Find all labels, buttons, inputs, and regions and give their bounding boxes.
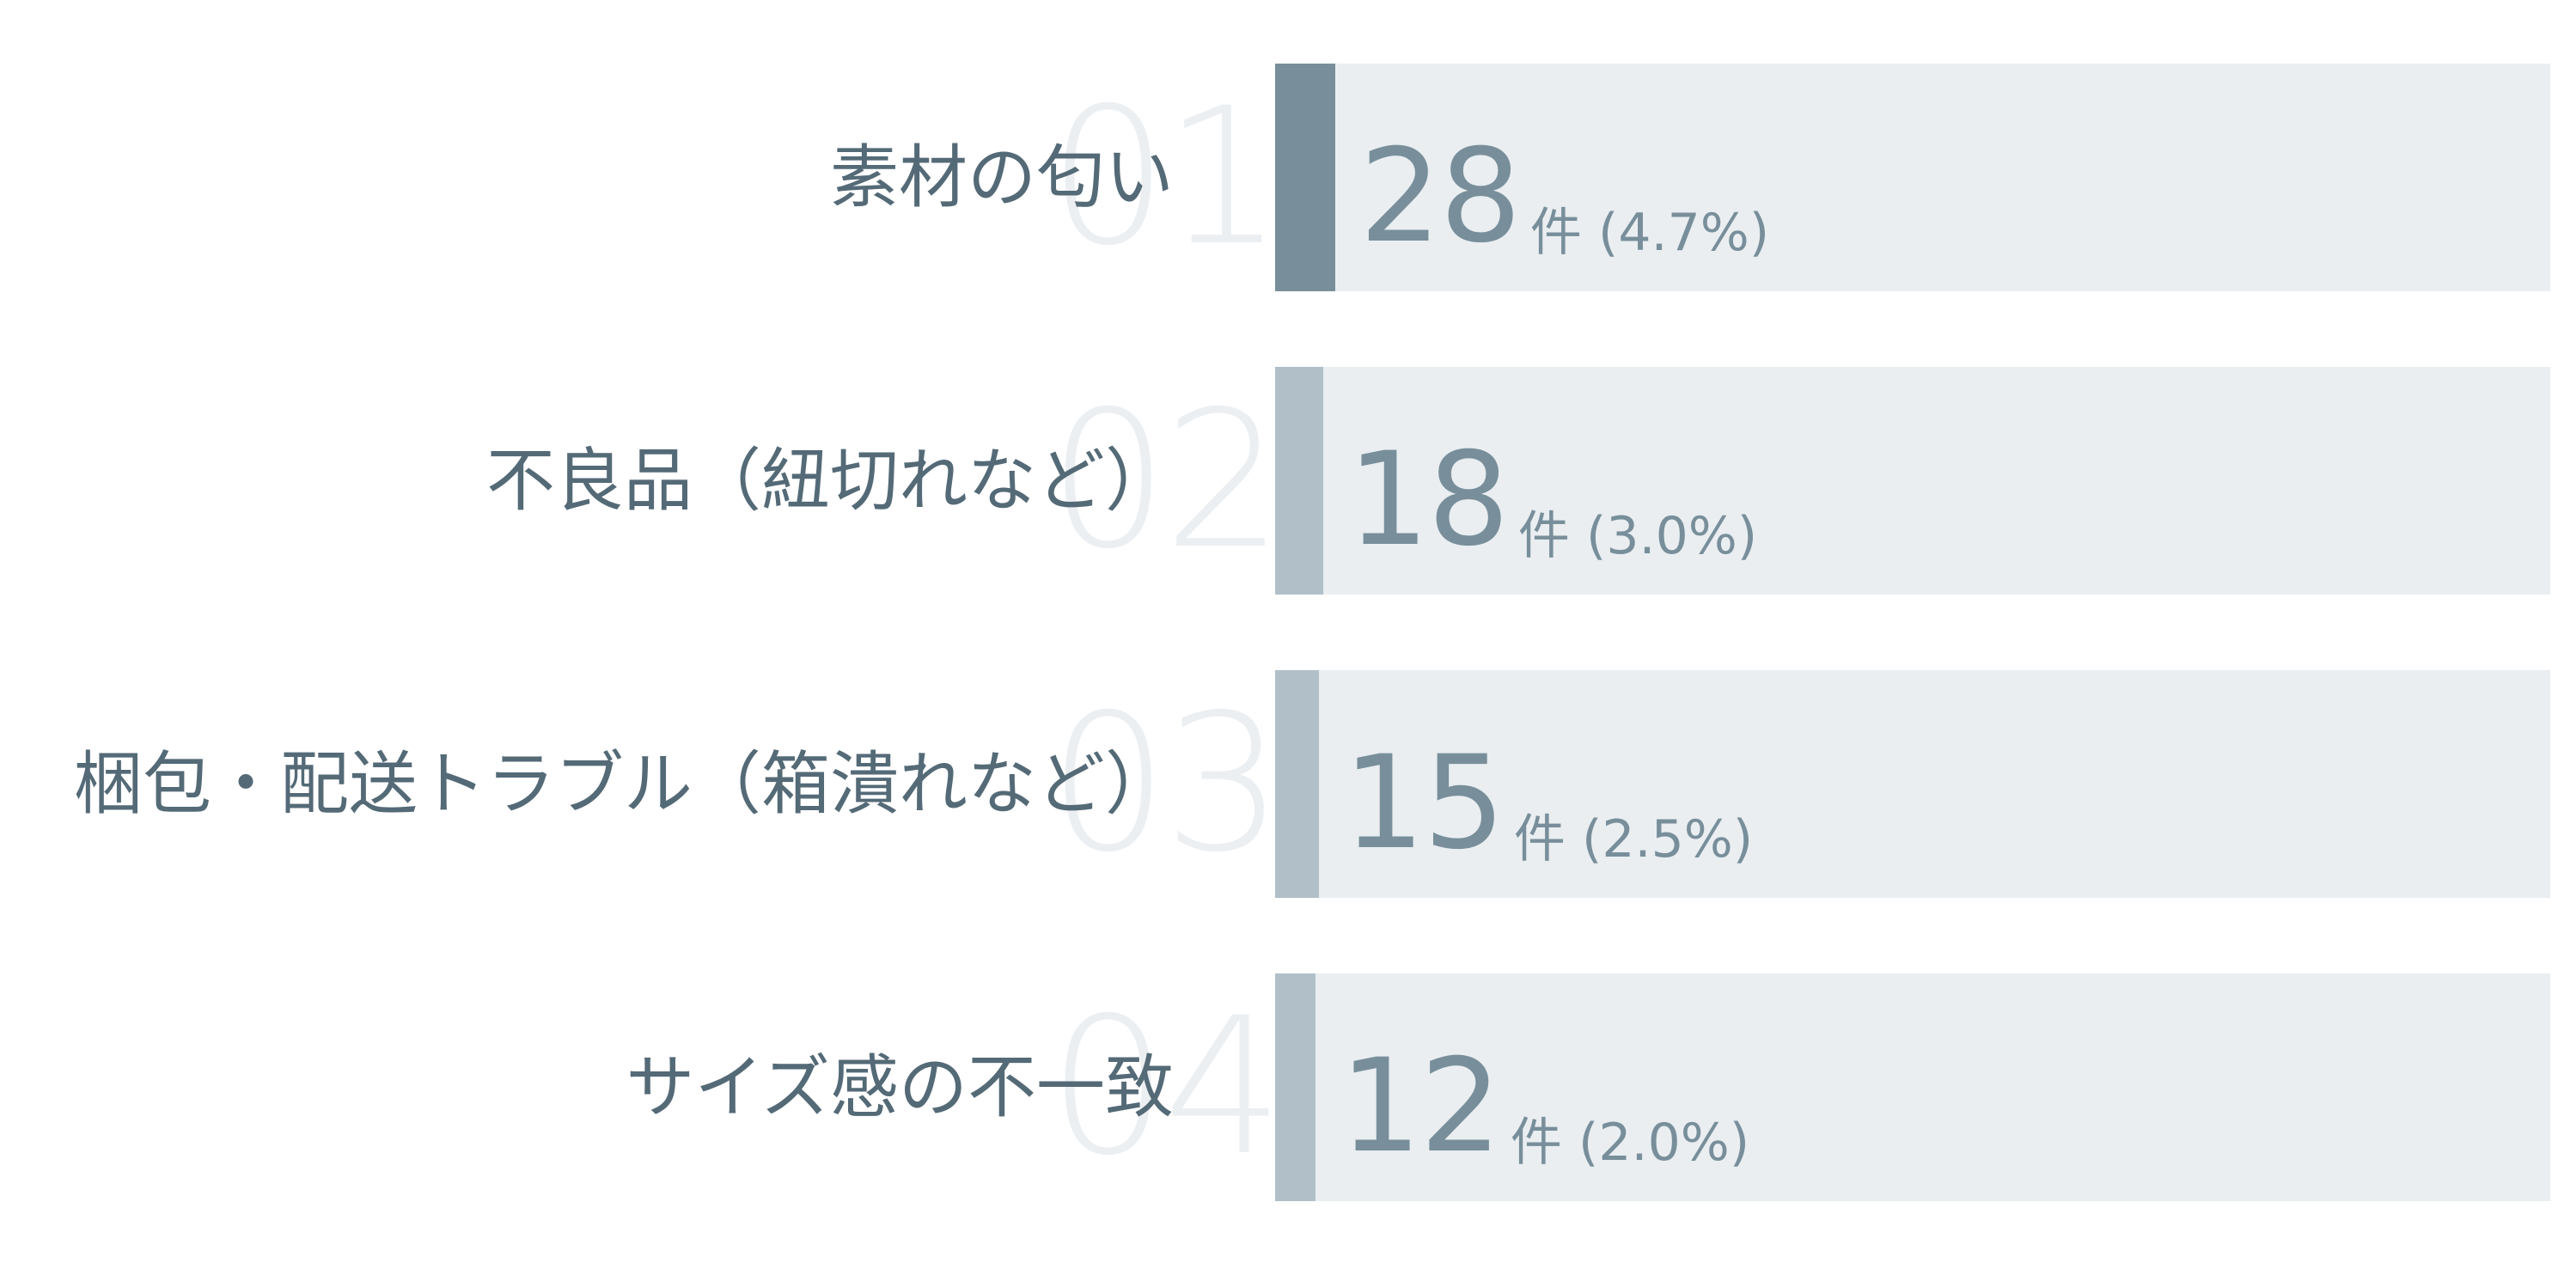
percent-label: (2.5%) (1581, 809, 1754, 869)
bar-row: 03 梱包・配送トラブル（箱潰れなど） 15 件 (2.5%) (0, 670, 2576, 898)
value-number: 15 (1343, 729, 1505, 878)
category-label: 梱包・配送トラブル（箱潰れなど） (74, 744, 1174, 824)
value-unit: 件 (3.0%) (1518, 506, 1757, 566)
rank-number: 04 (1048, 977, 1284, 1197)
category-label: 素材の匂い (830, 137, 1174, 217)
rank-number: 01 (1048, 67, 1284, 287)
value-unit: 件 (2.0%) (1511, 1113, 1749, 1173)
percent-label: (3.0%) (1585, 506, 1758, 566)
bar (1275, 64, 1335, 291)
bar (1275, 973, 1315, 1201)
percent-label: (2.0%) (1578, 1113, 1750, 1173)
bar-track: 18 件 (3.0%) (1275, 367, 2550, 595)
category-label: 不良品（紐切れなど） (486, 441, 1174, 521)
value-number: 18 (1347, 425, 1510, 575)
value-number: 12 (1340, 1032, 1502, 1181)
bar-track: 12 件 (2.0%) (1275, 973, 2550, 1201)
percent-label: (4.7%) (1597, 203, 1770, 263)
bar-track: 15 件 (2.5%) (1275, 670, 2550, 898)
unit-label: 件 (1513, 809, 1566, 869)
value-unit: 件 (2.5%) (1514, 809, 1753, 869)
bar-row: 04 サイズ感の不一致 12 件 (2.0%) (0, 973, 2576, 1201)
bar-track: 28 件 (4.7%) (1275, 64, 2550, 291)
bar (1275, 367, 1323, 595)
bar (1275, 670, 1319, 898)
category-label: サイズ感の不一致 (626, 1047, 1174, 1127)
value-number: 28 (1359, 122, 1522, 272)
bar-row: 01 素材の匂い 28 件 (4.7%) (0, 64, 2576, 291)
rank-number: 02 (1048, 370, 1284, 590)
unit-label: 件 (1529, 203, 1582, 263)
unit-label: 件 (1517, 506, 1570, 566)
unit-label: 件 (1510, 1113, 1562, 1173)
bar-row: 02 不良品（紐切れなど） 18 件 (3.0%) (0, 367, 2576, 595)
rank-number: 03 (1048, 674, 1284, 894)
value-unit: 件 (4.7%) (1530, 203, 1769, 263)
